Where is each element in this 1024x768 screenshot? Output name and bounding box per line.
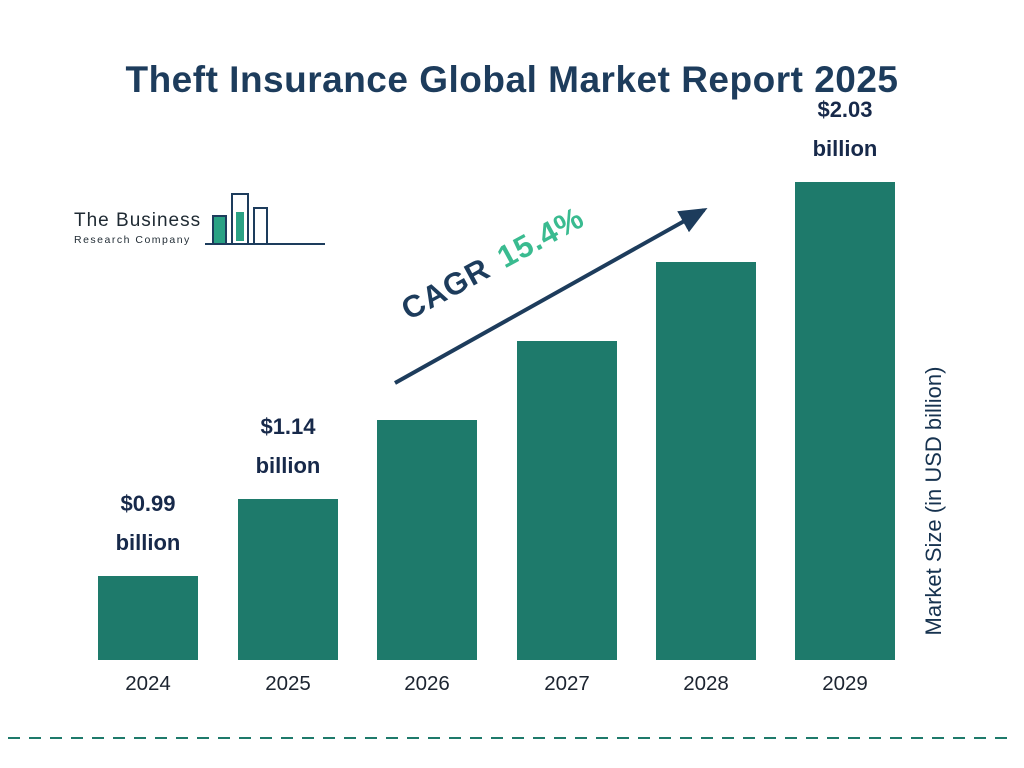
bar-group: $0.99 billion 2024 bbox=[98, 484, 198, 695]
bar-value-unit: billion bbox=[812, 136, 878, 162]
logo-line1: The Business bbox=[74, 210, 202, 231]
x-axis-tick-label: 2029 bbox=[822, 672, 868, 695]
x-axis-tick-label: 2024 bbox=[125, 672, 171, 695]
bar-value-unit: billion bbox=[115, 530, 181, 556]
bar-value-unit: billion bbox=[255, 453, 321, 479]
bar-value-amount: $2.03 bbox=[817, 96, 873, 122]
bar bbox=[517, 341, 617, 660]
page-title: Theft Insurance Global Market Report 202… bbox=[125, 58, 899, 100]
x-axis-tick-label: 2028 bbox=[683, 672, 729, 695]
company-logo-text: The Business Research Company bbox=[74, 210, 201, 252]
x-axis-tick-label: 2027 bbox=[544, 672, 590, 695]
bar-group: 2027 bbox=[517, 328, 617, 695]
y-axis-title: Market Size (in USD billion) bbox=[921, 366, 946, 636]
x-axis-tick-label: 2026 bbox=[404, 672, 450, 695]
logo-bars-icon bbox=[205, 193, 326, 245]
bar-value-amount: $0.99 bbox=[120, 490, 176, 516]
x-axis-tick-label: 2025 bbox=[265, 672, 311, 695]
bar bbox=[377, 420, 477, 660]
bar-group: 2028 bbox=[656, 249, 756, 695]
bar-value-label: $1.14 billion bbox=[256, 407, 321, 486]
logo-line2: Research Company bbox=[74, 234, 191, 246]
bar-group: $1.14 billion 2025 bbox=[238, 407, 338, 695]
bar-group: $2.03 billion 2029 bbox=[795, 90, 895, 695]
cagr-trend-arrow bbox=[394, 208, 708, 385]
bar bbox=[795, 182, 895, 660]
bar-group: 2026 bbox=[377, 407, 477, 695]
bar-value-label: $0.99 billion bbox=[116, 484, 181, 563]
bar bbox=[238, 499, 338, 660]
bar-value-label: $2.03 billion bbox=[813, 90, 878, 169]
bottom-dashed-line bbox=[8, 737, 1016, 739]
bar bbox=[98, 576, 198, 660]
bar bbox=[656, 262, 756, 660]
company-logo: The Business Research Company bbox=[74, 182, 326, 252]
bar-value-amount: $1.14 bbox=[260, 413, 316, 439]
